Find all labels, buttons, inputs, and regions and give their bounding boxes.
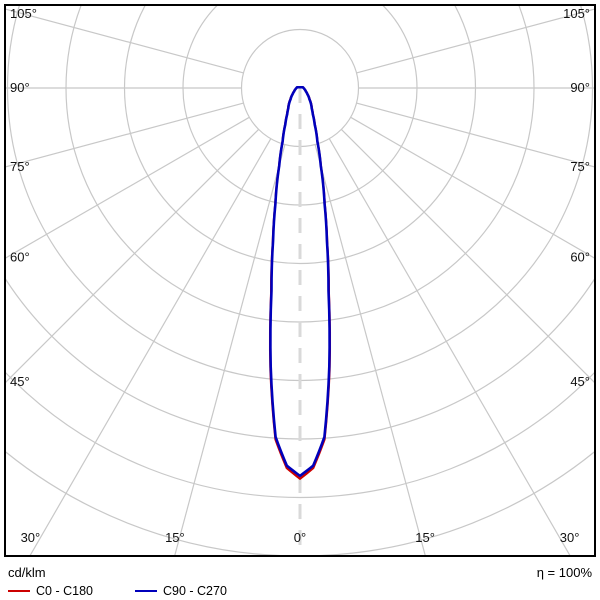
grid-ray [6,8,244,74]
efficiency-label: η = 100% [536,565,592,580]
legend-top-row: cd/klm η = 100% [8,565,592,580]
grid-ray [356,102,594,168]
grid-ring [6,372,594,498]
c0-c180-swatch [8,590,30,592]
angle-label: 30° [560,530,580,545]
grid-ray [29,138,272,555]
angle-label: 0° [294,530,306,545]
c0-c180-label: C0 - C180 [36,584,93,598]
angle-label: 75° [570,159,590,174]
legend-entry-c90-c270: C90 - C270 [134,584,227,598]
c90-c270-label: C90 - C270 [162,584,227,598]
c90-c270-swatch [134,590,157,592]
angle-label: 105° [563,6,590,21]
grid-ray [174,144,286,555]
polar-chart-svg: 0° 15° 15° 30° 30° 45° 45° 60° 60° 75° 75° 90° 90° 10… [4,4,596,557]
angle-label: 30° [21,530,41,545]
c90-c270-curve [269,85,331,478]
angle-label: 60° [10,250,30,265]
angle-label: 45° [570,374,590,389]
angle-label: 90° [10,80,30,95]
chart-frame [4,4,596,557]
angle-label: 15° [415,530,435,545]
grid-ray [356,8,594,74]
grid-ray [314,144,426,555]
angle-label: 15° [165,530,185,545]
angle-label: 45° [10,374,30,389]
grid-ray [340,128,594,383]
legend-series-row: C0 - C180 C90 - C270 [8,584,592,598]
angle-label: 75° [10,159,30,174]
legend-entry-c0-c180: C0 - C180 [8,584,93,598]
grid-ray [6,102,244,168]
grid-ray [328,138,571,555]
unit-label: cd/klm [8,565,46,580]
grid-ray [6,116,250,259]
angle-label: 60° [570,250,590,265]
angle-labels: 0° 15° 15° 30° 30° 45° 45° 60° 60° 75° 75° 90° 90° 10… [10,6,590,545]
grid-ray [6,128,260,383]
chart-legend: cd/klm η = 100% C0 - C180 C90 - C270 [0,562,600,600]
grid-ray [350,116,594,259]
intensity-curves [268,85,332,480]
angle-label: 90° [570,80,590,95]
angle-label: 105° [10,6,37,21]
